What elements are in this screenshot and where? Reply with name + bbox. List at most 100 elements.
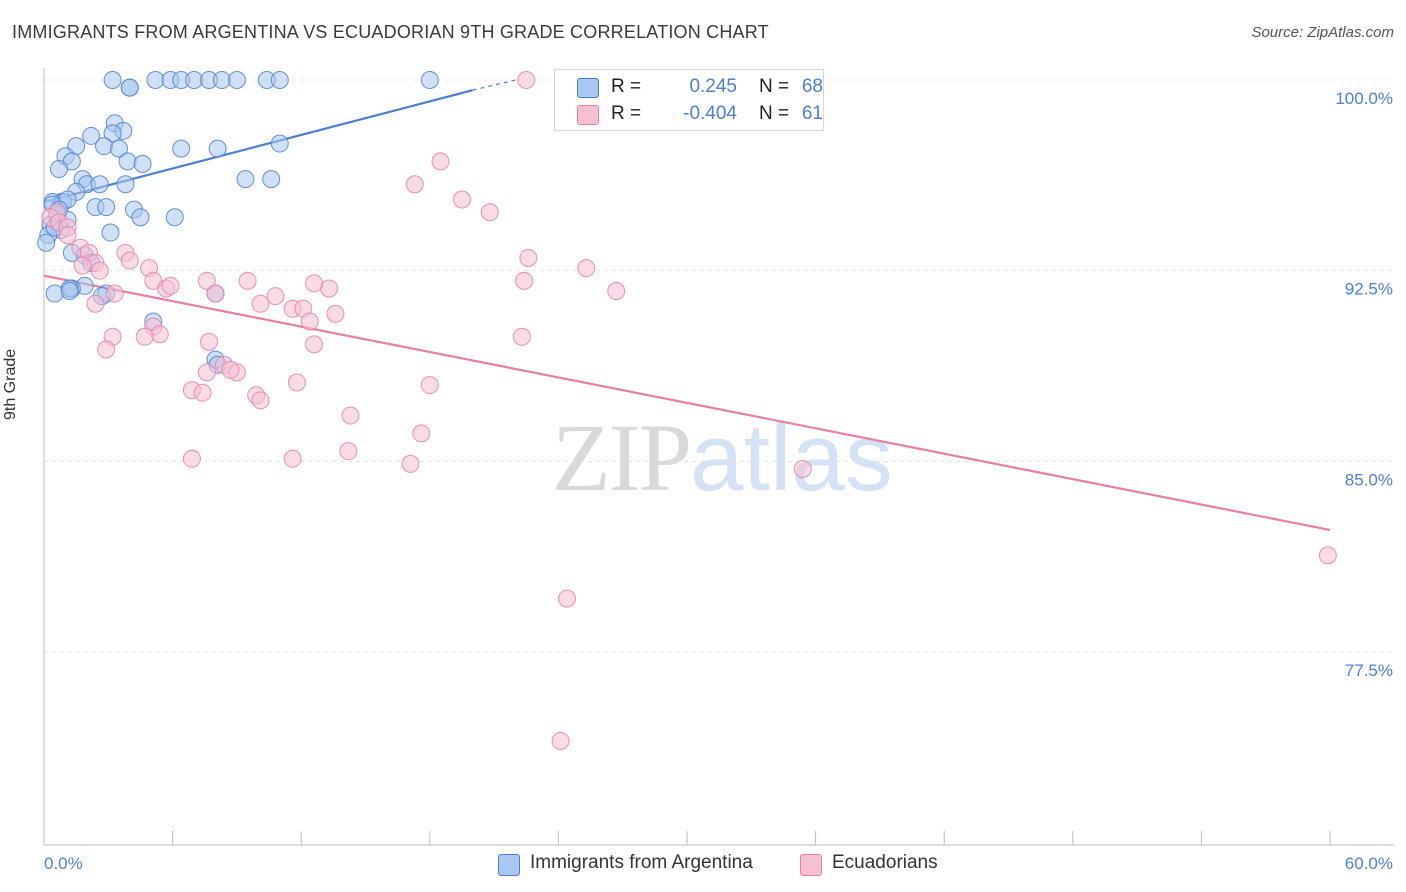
watermark-zip: ZIP — [552, 404, 692, 511]
n-label: N = — [759, 103, 790, 124]
y-tick-label: 85.0% — [1345, 470, 1393, 489]
point-ecuadorian — [221, 360, 240, 379]
point-argentina — [97, 198, 116, 217]
point-argentina — [95, 137, 114, 156]
point-argentina — [120, 78, 139, 97]
point-argentina — [118, 152, 137, 171]
point-ecuadorian — [412, 424, 431, 443]
legend-swatch-argentina — [577, 78, 599, 98]
watermark: ZIPatlas — [552, 402, 893, 513]
point-ecuadorian — [512, 327, 531, 346]
trend-line-argentina — [43, 89, 473, 204]
point-argentina — [37, 233, 56, 252]
legend-swatch-argentina — [498, 854, 520, 876]
point-ecuadorian — [120, 251, 139, 270]
point-ecuadorian — [551, 731, 570, 750]
point-ecuadorian — [251, 294, 270, 313]
point-ecuadorian — [480, 203, 499, 222]
point-ecuadorian — [86, 294, 105, 313]
point-argentina — [212, 71, 231, 89]
n-label: N = — [759, 76, 790, 97]
point-ecuadorian — [287, 373, 306, 392]
point-ecuadorian — [206, 284, 225, 303]
legend-swatch-ecuadorians — [577, 105, 599, 125]
point-ecuadorian — [519, 248, 538, 267]
x-tick-label: 60.0% — [1345, 854, 1393, 873]
r-value: -0.404 — [683, 103, 737, 124]
point-ecuadorian — [97, 340, 116, 359]
trend-line-ecuadorians — [43, 274, 1331, 532]
r-label: R = — [611, 103, 642, 124]
point-ecuadorian — [300, 312, 319, 331]
point-ecuadorian — [339, 442, 358, 461]
point-ecuadorian — [197, 363, 216, 382]
point-ecuadorian — [200, 332, 219, 351]
point-ecuadorian — [105, 284, 124, 303]
point-ecuadorian — [793, 459, 812, 478]
point-ecuadorian — [401, 454, 420, 473]
legend-label-ecuadorians: Ecuadorians — [832, 852, 938, 873]
point-argentina — [236, 170, 255, 189]
point-ecuadorian — [515, 271, 534, 290]
source-label: Source: ZipAtlas.com — [1251, 24, 1394, 41]
point-argentina — [103, 71, 122, 89]
point-argentina — [45, 284, 64, 303]
point-ecuadorian — [58, 226, 77, 245]
point-ecuadorian — [607, 282, 626, 301]
trend-line-argentina-extension — [472, 79, 516, 91]
point-ecuadorian — [305, 274, 324, 293]
grid — [44, 79, 1394, 653]
x-tick-label: 0.0% — [44, 854, 83, 873]
tick-labels: 77.5% 85.0% 92.5% 100.0% 0.0% 60.0% — [44, 89, 1393, 873]
point-argentina — [90, 175, 109, 194]
point-ecuadorian — [557, 589, 576, 608]
point-ecuadorian — [197, 271, 216, 290]
point-ecuadorian — [1318, 546, 1337, 565]
point-ecuadorian — [431, 152, 450, 171]
legend-swatch-ecuadorians — [800, 854, 822, 876]
watermark-atlas: atlas — [690, 404, 893, 511]
point-ecuadorian — [420, 376, 439, 395]
r-value: 0.245 — [689, 76, 737, 97]
point-argentina — [172, 139, 191, 158]
point-ecuadorian — [405, 175, 424, 194]
y-tick-label: 77.5% — [1345, 661, 1393, 680]
point-ecuadorian — [283, 449, 302, 468]
point-argentina — [227, 71, 246, 89]
point-argentina — [110, 139, 129, 158]
point-ecuadorian — [193, 383, 212, 402]
point-ecuadorian — [266, 287, 285, 306]
point-argentina — [60, 282, 79, 301]
point-ecuadorian — [452, 190, 471, 209]
legend-label-argentina: Immigrants from Argentina — [530, 852, 753, 873]
series-legend: Immigrants from Argentina Ecuadorians — [0, 852, 1406, 878]
n-value: 61 — [801, 103, 823, 124]
chart-title: IMMIGRANTS FROM ARGENTINA VS ECUADORIAN … — [12, 22, 769, 42]
point-ecuadorian — [150, 325, 169, 344]
point-argentina — [146, 71, 165, 89]
point-argentina — [116, 175, 135, 194]
point-argentina — [103, 124, 122, 143]
point-argentina — [270, 134, 289, 153]
point-argentina — [50, 159, 69, 178]
point-argentina — [185, 71, 204, 89]
point-ecuadorian — [326, 304, 345, 323]
r-label: R = — [611, 76, 642, 97]
point-ecuadorian — [305, 335, 324, 354]
point-ecuadorian — [73, 256, 92, 275]
point-ecuadorian — [577, 259, 596, 278]
point-argentina — [262, 170, 281, 189]
point-argentina — [165, 208, 184, 227]
point-argentina — [420, 71, 439, 89]
point-ecuadorian — [320, 279, 339, 298]
point-ecuadorian — [182, 449, 201, 468]
point-argentina — [270, 71, 289, 89]
point-argentina — [131, 208, 150, 227]
point-ecuadorian — [161, 276, 180, 295]
data-points — [37, 71, 1337, 750]
point-argentina — [133, 154, 152, 173]
point-argentina — [101, 223, 120, 242]
trend-lines — [43, 79, 1331, 532]
y-tick-label: 100.0% — [1335, 89, 1393, 108]
